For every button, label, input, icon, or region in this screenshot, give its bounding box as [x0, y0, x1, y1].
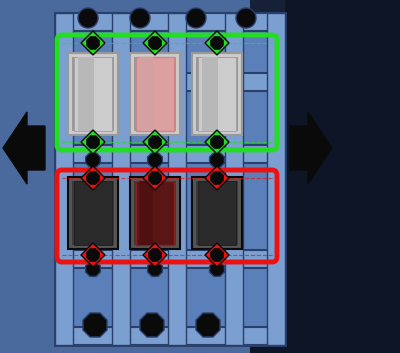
Bar	[139, 181, 153, 245]
Polygon shape	[205, 243, 229, 267]
Bar	[55, 327, 285, 345]
Polygon shape	[210, 152, 224, 167]
Bar	[68, 53, 118, 135]
Polygon shape	[81, 31, 105, 55]
Polygon shape	[148, 152, 162, 167]
Bar	[225, 13, 243, 345]
Polygon shape	[205, 31, 229, 55]
Polygon shape	[86, 152, 100, 167]
Polygon shape	[210, 262, 224, 276]
Bar	[267, 13, 285, 345]
Bar	[136, 181, 174, 245]
Polygon shape	[149, 37, 161, 49]
Bar	[130, 53, 180, 135]
Bar	[192, 53, 242, 135]
Polygon shape	[87, 37, 99, 49]
Bar	[72, 57, 114, 131]
Bar	[74, 57, 112, 131]
Bar	[78, 57, 94, 131]
Polygon shape	[205, 130, 229, 154]
Polygon shape	[86, 262, 100, 276]
Polygon shape	[290, 112, 332, 184]
Bar	[196, 181, 238, 245]
Bar	[130, 177, 180, 249]
Polygon shape	[149, 249, 161, 261]
Polygon shape	[149, 136, 161, 148]
Polygon shape	[143, 243, 167, 267]
Bar	[68, 177, 118, 249]
Bar	[74, 181, 112, 245]
Circle shape	[130, 8, 150, 28]
Bar	[55, 13, 285, 345]
Polygon shape	[211, 172, 223, 184]
Polygon shape	[87, 249, 99, 261]
Polygon shape	[143, 130, 167, 154]
Polygon shape	[87, 136, 99, 148]
Polygon shape	[148, 262, 162, 276]
Bar	[198, 57, 236, 131]
Polygon shape	[196, 313, 220, 337]
Bar	[250, 0, 400, 353]
Polygon shape	[143, 31, 167, 55]
Circle shape	[186, 8, 206, 28]
Bar	[134, 57, 176, 131]
Polygon shape	[149, 172, 161, 184]
Polygon shape	[81, 243, 105, 267]
Bar	[202, 57, 218, 131]
Polygon shape	[87, 172, 99, 184]
Bar	[134, 181, 176, 245]
Polygon shape	[83, 313, 107, 337]
Bar	[112, 13, 130, 345]
Polygon shape	[211, 37, 223, 49]
Polygon shape	[205, 166, 229, 190]
Polygon shape	[81, 130, 105, 154]
Bar	[139, 57, 153, 131]
Bar	[55, 13, 285, 31]
Bar	[55, 250, 285, 268]
Bar	[198, 181, 236, 245]
Circle shape	[78, 8, 98, 28]
Bar	[72, 181, 114, 245]
Polygon shape	[211, 136, 223, 148]
Polygon shape	[81, 166, 105, 190]
Polygon shape	[143, 166, 167, 190]
Bar	[55, 73, 285, 91]
Polygon shape	[140, 313, 164, 337]
Bar	[136, 57, 174, 131]
Bar	[55, 13, 73, 345]
Polygon shape	[3, 112, 45, 184]
Bar	[192, 177, 242, 249]
Circle shape	[236, 8, 256, 28]
Bar	[196, 57, 238, 131]
Polygon shape	[250, 0, 400, 353]
Polygon shape	[211, 249, 223, 261]
Bar	[55, 145, 285, 163]
Bar	[168, 13, 186, 345]
